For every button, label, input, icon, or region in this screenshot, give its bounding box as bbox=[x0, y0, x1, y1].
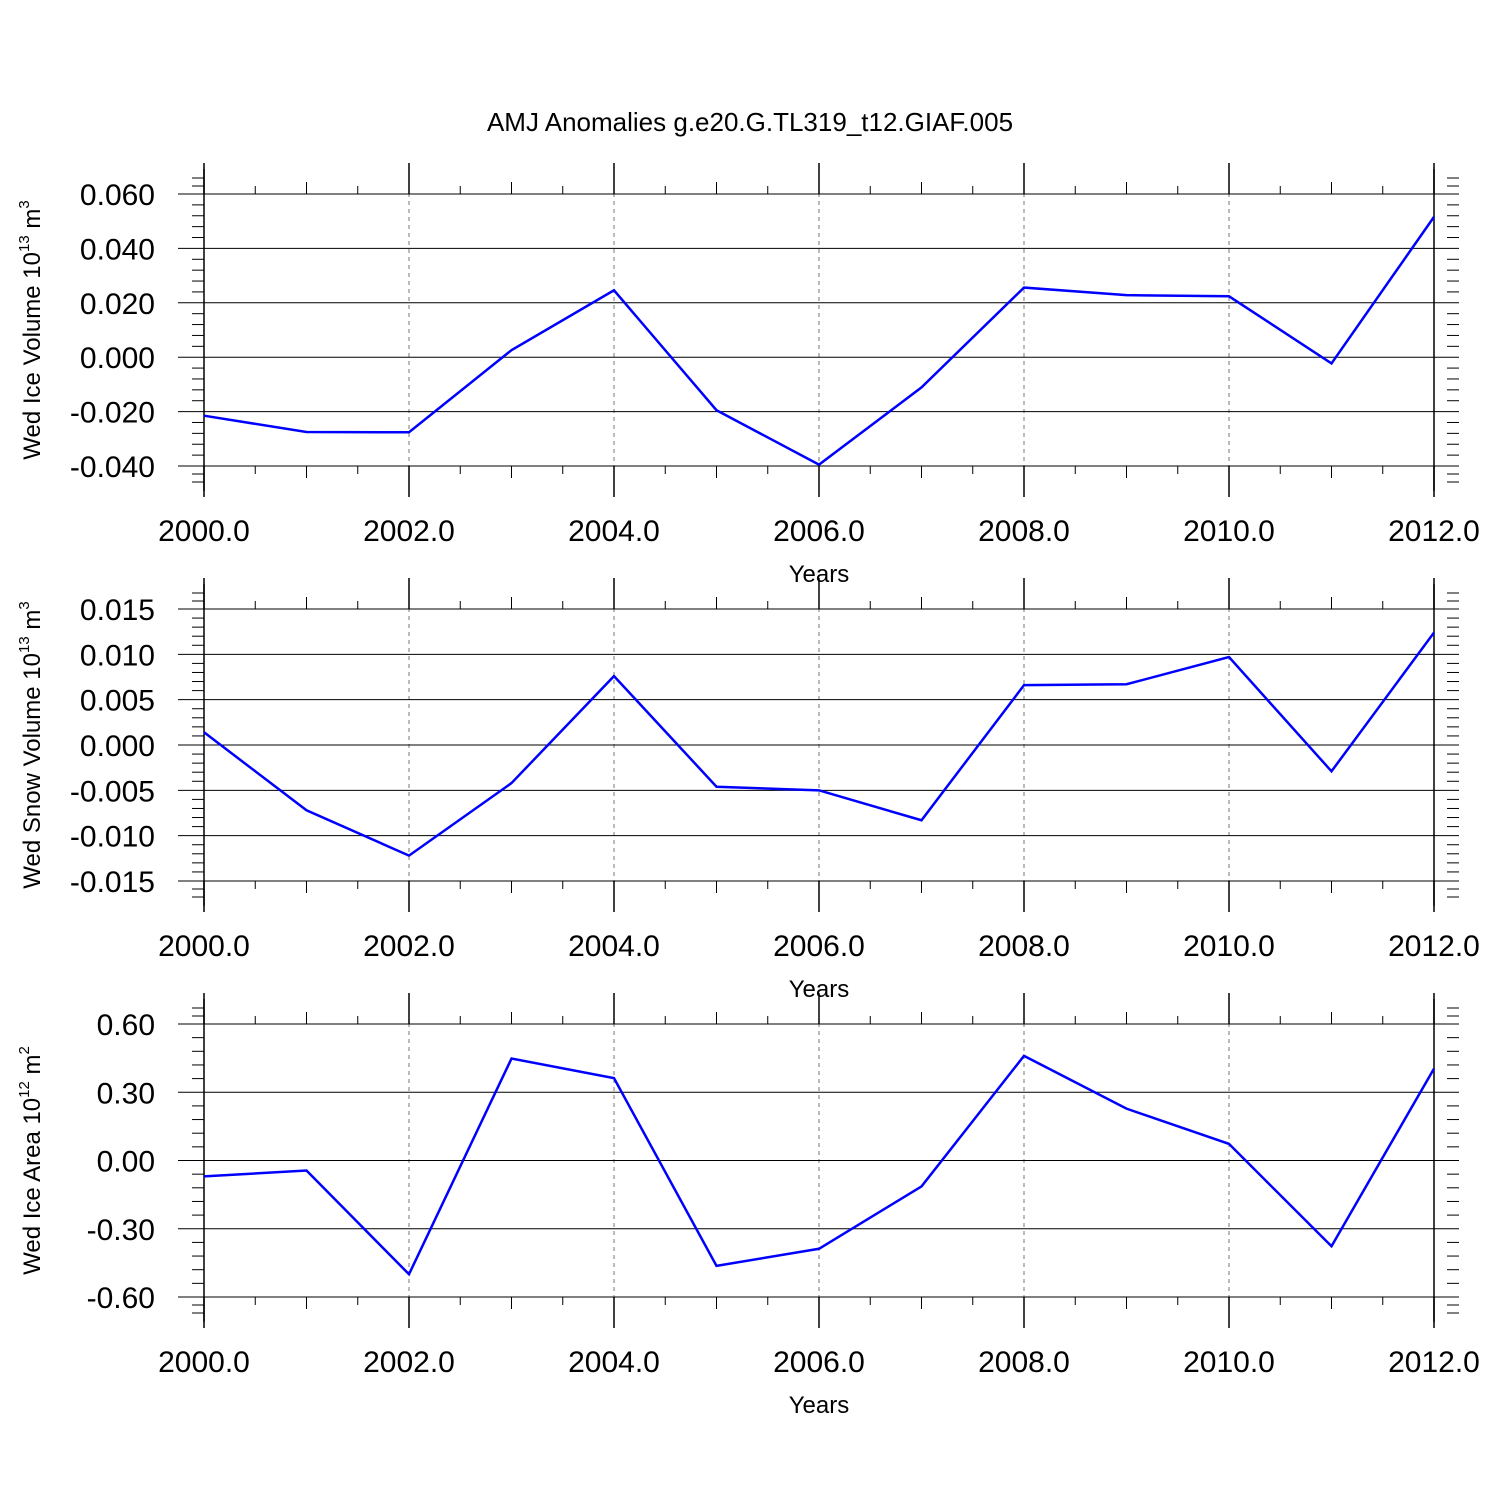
y-axis-label-unit: m bbox=[19, 610, 46, 637]
x-tick-label: 2004.0 bbox=[568, 515, 660, 548]
y-tick-label: -0.60 bbox=[87, 1282, 155, 1315]
y-tick-label: 0.010 bbox=[80, 639, 155, 672]
x-tick-label: 2000.0 bbox=[158, 930, 250, 963]
x-tick-label: 2004.0 bbox=[568, 1346, 660, 1379]
y-tick-label: 0.30 bbox=[97, 1077, 155, 1110]
y-tick-label: 0.00 bbox=[97, 1146, 155, 1179]
y-axis-label-unit-exponent: 3 bbox=[16, 200, 33, 208]
y-tick-label: -0.005 bbox=[70, 775, 155, 808]
y-tick-label: -0.015 bbox=[70, 866, 155, 899]
x-tick-label: 2006.0 bbox=[773, 515, 865, 548]
y-tick-label: -0.040 bbox=[70, 451, 155, 484]
y-axis-label-exponent: 13 bbox=[16, 235, 33, 252]
y-tick-label: 0.015 bbox=[80, 594, 155, 627]
y-axis-label-text: Wed Snow Volume 10 bbox=[19, 653, 46, 889]
y-axis-label-text: Wed Ice Volume 10 bbox=[19, 252, 46, 460]
x-tick-label: 2012.0 bbox=[1388, 930, 1480, 963]
chart-panel-1: -0.040 -0.020 0.000 0.020 0.040 0.060 2000.0 20… bbox=[16, 163, 1480, 588]
y-tick-label: -0.020 bbox=[70, 397, 155, 430]
x-tick-label: 2012.0 bbox=[1388, 515, 1480, 548]
y-tick-label: 0.000 bbox=[80, 342, 155, 375]
figure-title: AMJ Anomalies g.e20.G.TL319_t12.GIAF.005 bbox=[487, 107, 1013, 137]
y-tick-label: -0.30 bbox=[87, 1214, 155, 1247]
x-tick-label: 2006.0 bbox=[773, 1346, 865, 1379]
y-axis-label-unit-exponent: 2 bbox=[16, 1046, 33, 1054]
y-axis-label-exponent: 12 bbox=[16, 1081, 33, 1098]
x-tick-label: 2008.0 bbox=[978, 930, 1070, 963]
y-tick-label: -0.010 bbox=[70, 821, 155, 854]
y-axis-label: Wed Snow Volume 1013 m3 bbox=[16, 601, 46, 888]
x-tick-label: 2006.0 bbox=[773, 930, 865, 963]
x-tick-label: 2008.0 bbox=[978, 1346, 1070, 1379]
y-tick-label: 0.020 bbox=[80, 288, 155, 321]
chart-panel-3: -0.60 -0.30 0.00 0.30 0.60 2000.0 2002.0 2004.0… bbox=[16, 993, 1480, 1419]
y-axis-label-unit: m bbox=[19, 1054, 46, 1081]
x-tick-label: 2012.0 bbox=[1388, 1346, 1480, 1379]
x-tick-label: 2010.0 bbox=[1183, 1346, 1275, 1379]
x-tick-label: 2002.0 bbox=[363, 1346, 455, 1379]
x-tick-label: 2002.0 bbox=[363, 930, 455, 963]
x-tick-label: 2002.0 bbox=[363, 515, 455, 548]
y-axis-label-unit: m bbox=[19, 209, 46, 236]
y-tick-label: 0.60 bbox=[97, 1009, 155, 1042]
y-axis-label: Wed Ice Volume 1013 m3 bbox=[16, 200, 46, 459]
x-axis-label: Years bbox=[789, 1392, 850, 1419]
x-tick-label: 2008.0 bbox=[978, 515, 1070, 548]
y-tick-label: 0.040 bbox=[80, 233, 155, 266]
y-axis-label-unit-exponent: 3 bbox=[16, 601, 33, 609]
x-tick-label: 2000.0 bbox=[158, 515, 250, 548]
y-axis-label-exponent: 13 bbox=[16, 636, 33, 653]
x-tick-label: 2010.0 bbox=[1183, 930, 1275, 963]
x-tick-label: 2004.0 bbox=[568, 930, 660, 963]
x-tick-label: 2000.0 bbox=[158, 1346, 250, 1379]
x-tick-label: 2010.0 bbox=[1183, 515, 1275, 548]
y-tick-label: 0.060 bbox=[80, 179, 155, 212]
chart-panel-2: -0.015 -0.010 -0.005 0.000 0.005 0.010 0.015 20… bbox=[16, 578, 1480, 1003]
y-tick-label: 0.000 bbox=[80, 730, 155, 763]
y-axis-label: Wed Ice Area 1012 m2 bbox=[16, 1046, 46, 1275]
y-tick-label: 0.005 bbox=[80, 685, 155, 718]
y-axis-label-text: Wed Ice Area 10 bbox=[19, 1098, 46, 1275]
